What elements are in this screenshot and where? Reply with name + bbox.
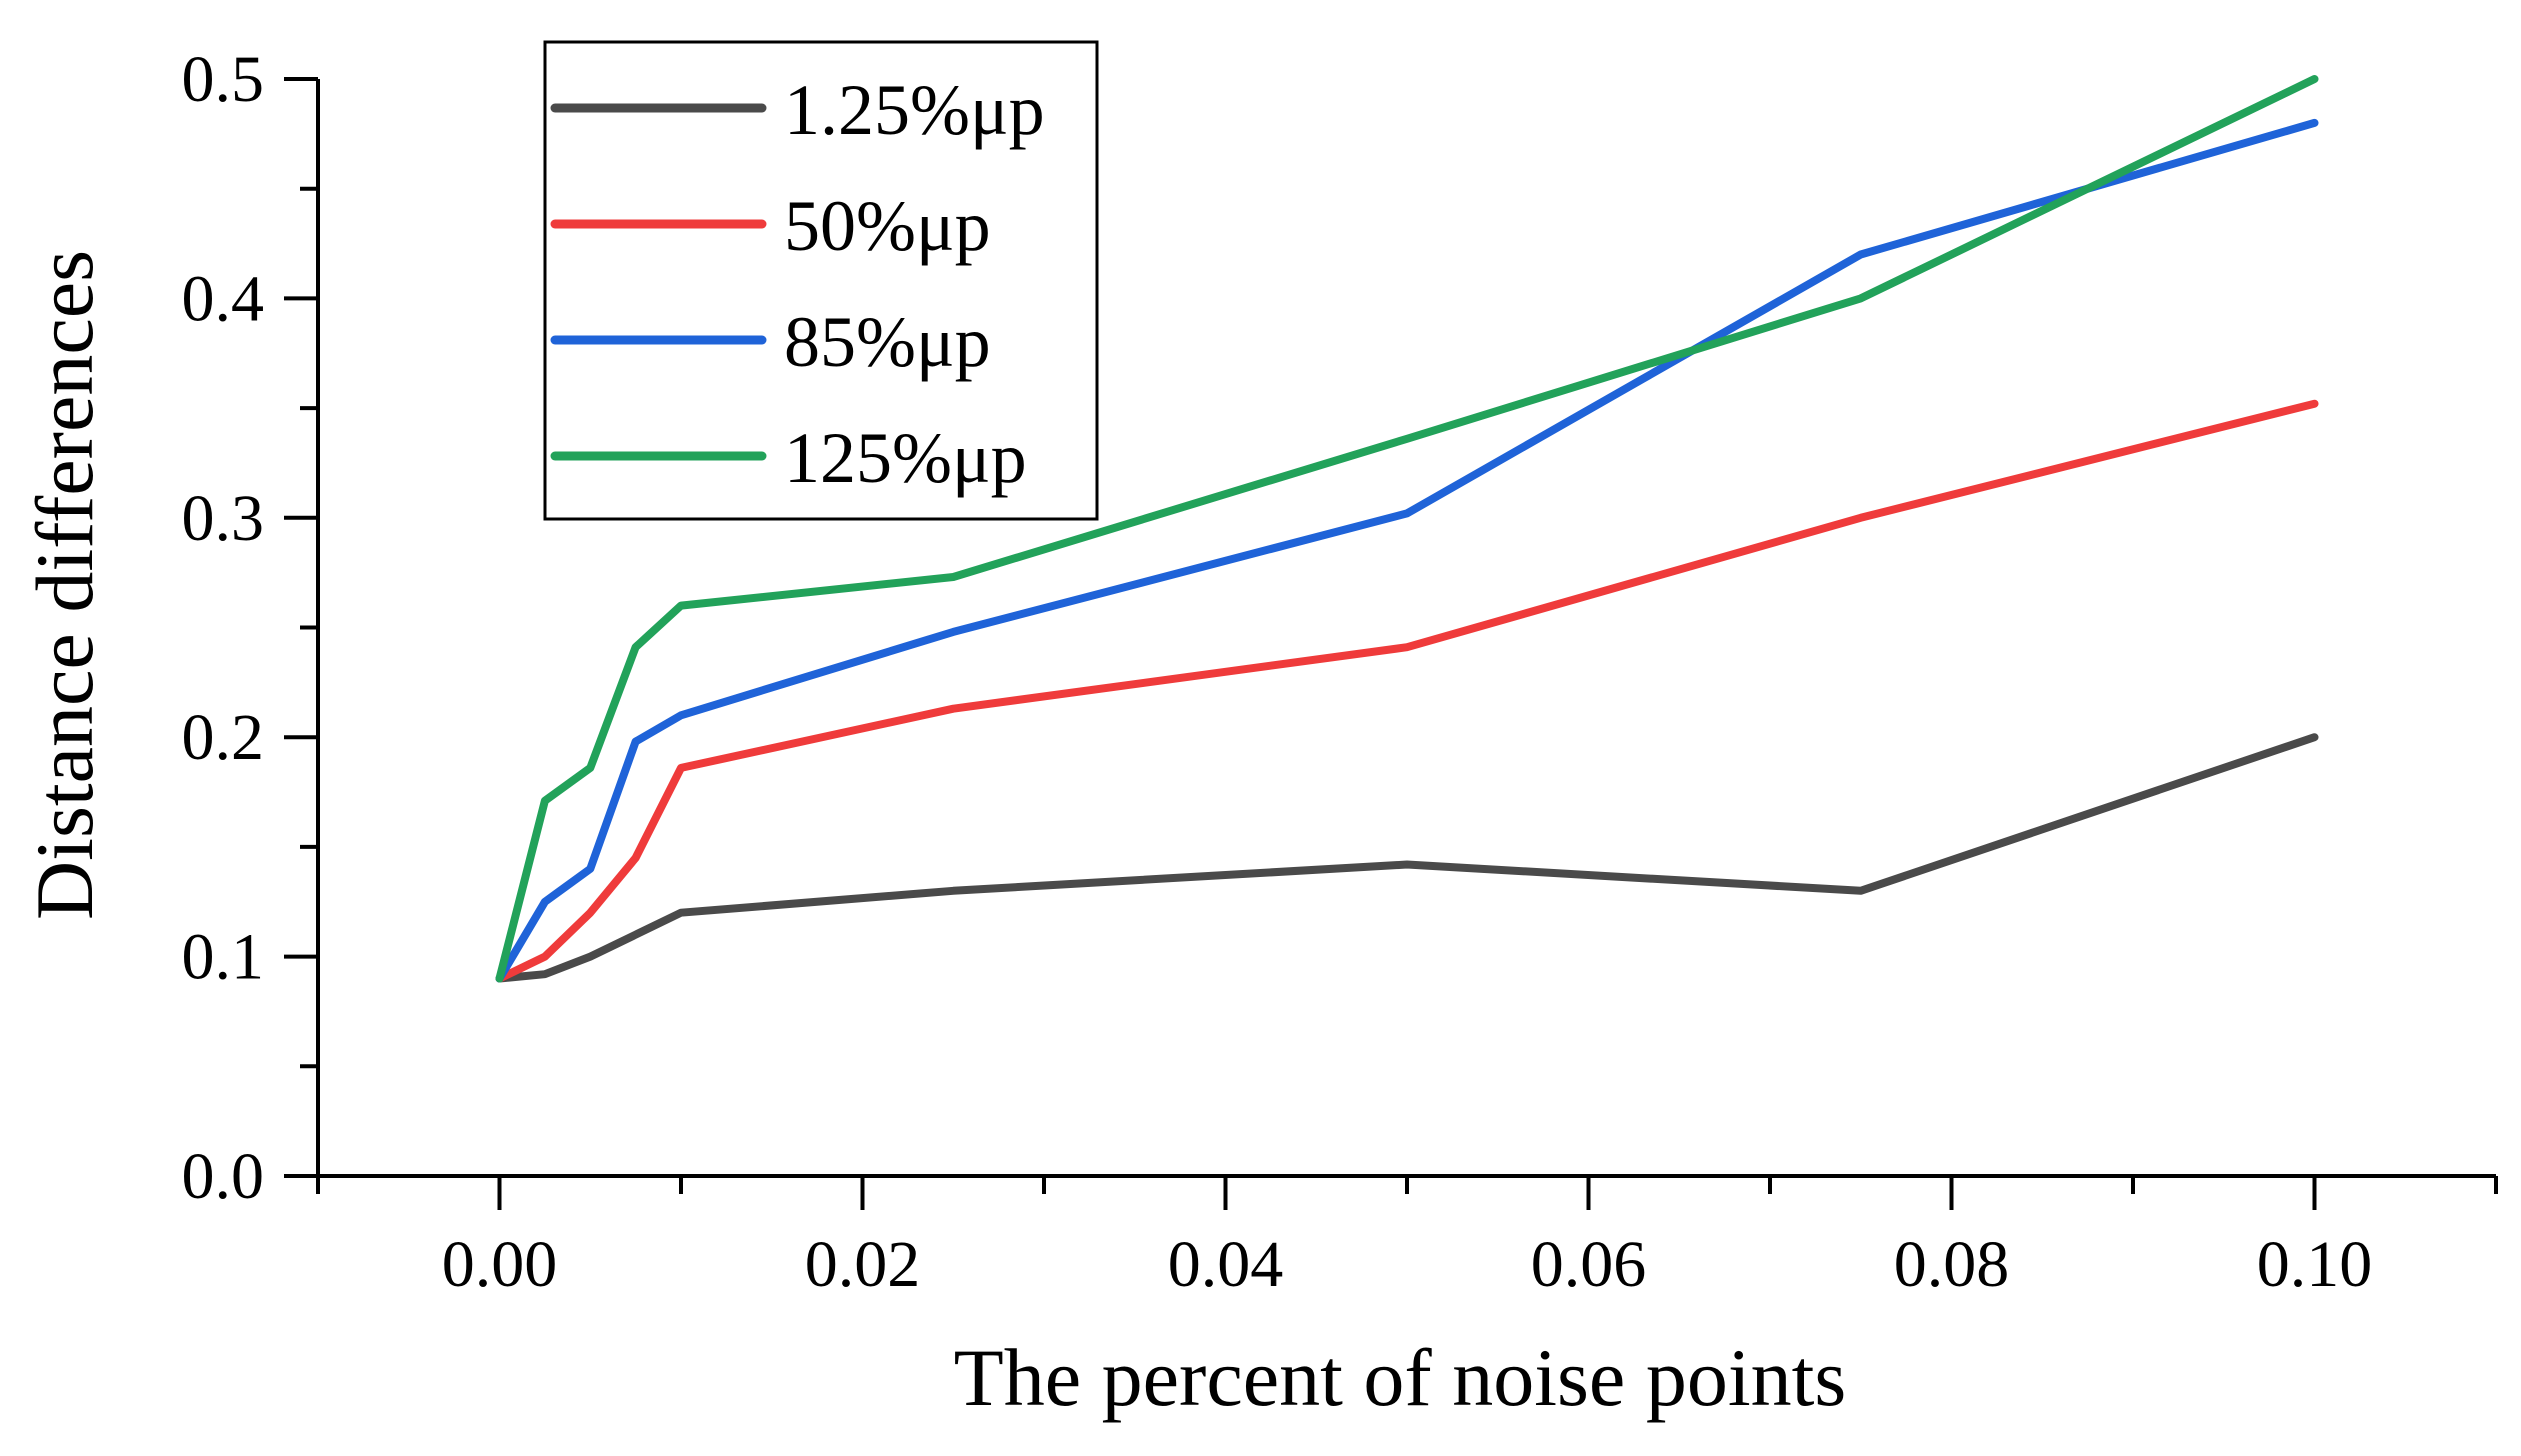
series-line-1 bbox=[495, 733, 2319, 983]
legend-label-2: 50%μp bbox=[784, 186, 991, 266]
x-tick-label: 0.08 bbox=[1894, 1228, 2010, 1301]
series-lines bbox=[495, 75, 2319, 983]
y-tick-label: 0.3 bbox=[182, 482, 265, 555]
x-tick-label: 0.02 bbox=[805, 1228, 921, 1301]
legend-box bbox=[543, 40, 1099, 521]
x-tick-label: 0.06 bbox=[1531, 1228, 1647, 1301]
y-tick-label: 0.2 bbox=[182, 701, 265, 774]
y-tick-label: 0.1 bbox=[182, 921, 265, 994]
legend-label-3: 85%μp bbox=[784, 302, 991, 382]
series-line-2 bbox=[495, 399, 2319, 983]
legend-label-1: 1.25%μp bbox=[784, 70, 1045, 150]
ticks: 0.0 0.1 0.2 0.3 0.4 0.5 0.00 0.02 0.04 0.06 0.08 0.… bbox=[182, 43, 2498, 1301]
series-line-3 bbox=[495, 118, 2319, 983]
x-tick-label: 0.04 bbox=[1168, 1228, 1284, 1301]
y-tick-label: 0.4 bbox=[182, 262, 265, 335]
y-tick-label: 0.5 bbox=[182, 43, 265, 116]
x-tick-label: 0.10 bbox=[2257, 1228, 2373, 1301]
x-axis-title: The percent of noise points bbox=[954, 1332, 1847, 1423]
y-tick-label: 0.0 bbox=[182, 1140, 265, 1213]
x-tick-label: 0.00 bbox=[442, 1228, 558, 1301]
legend-label-4: 125%μp bbox=[784, 418, 1027, 498]
legend: 1.25%μp 50%μp 85%μp 125%μp bbox=[543, 40, 1099, 521]
y-axis-title: Distance differences bbox=[19, 250, 110, 920]
series-line-4 bbox=[495, 75, 2319, 983]
